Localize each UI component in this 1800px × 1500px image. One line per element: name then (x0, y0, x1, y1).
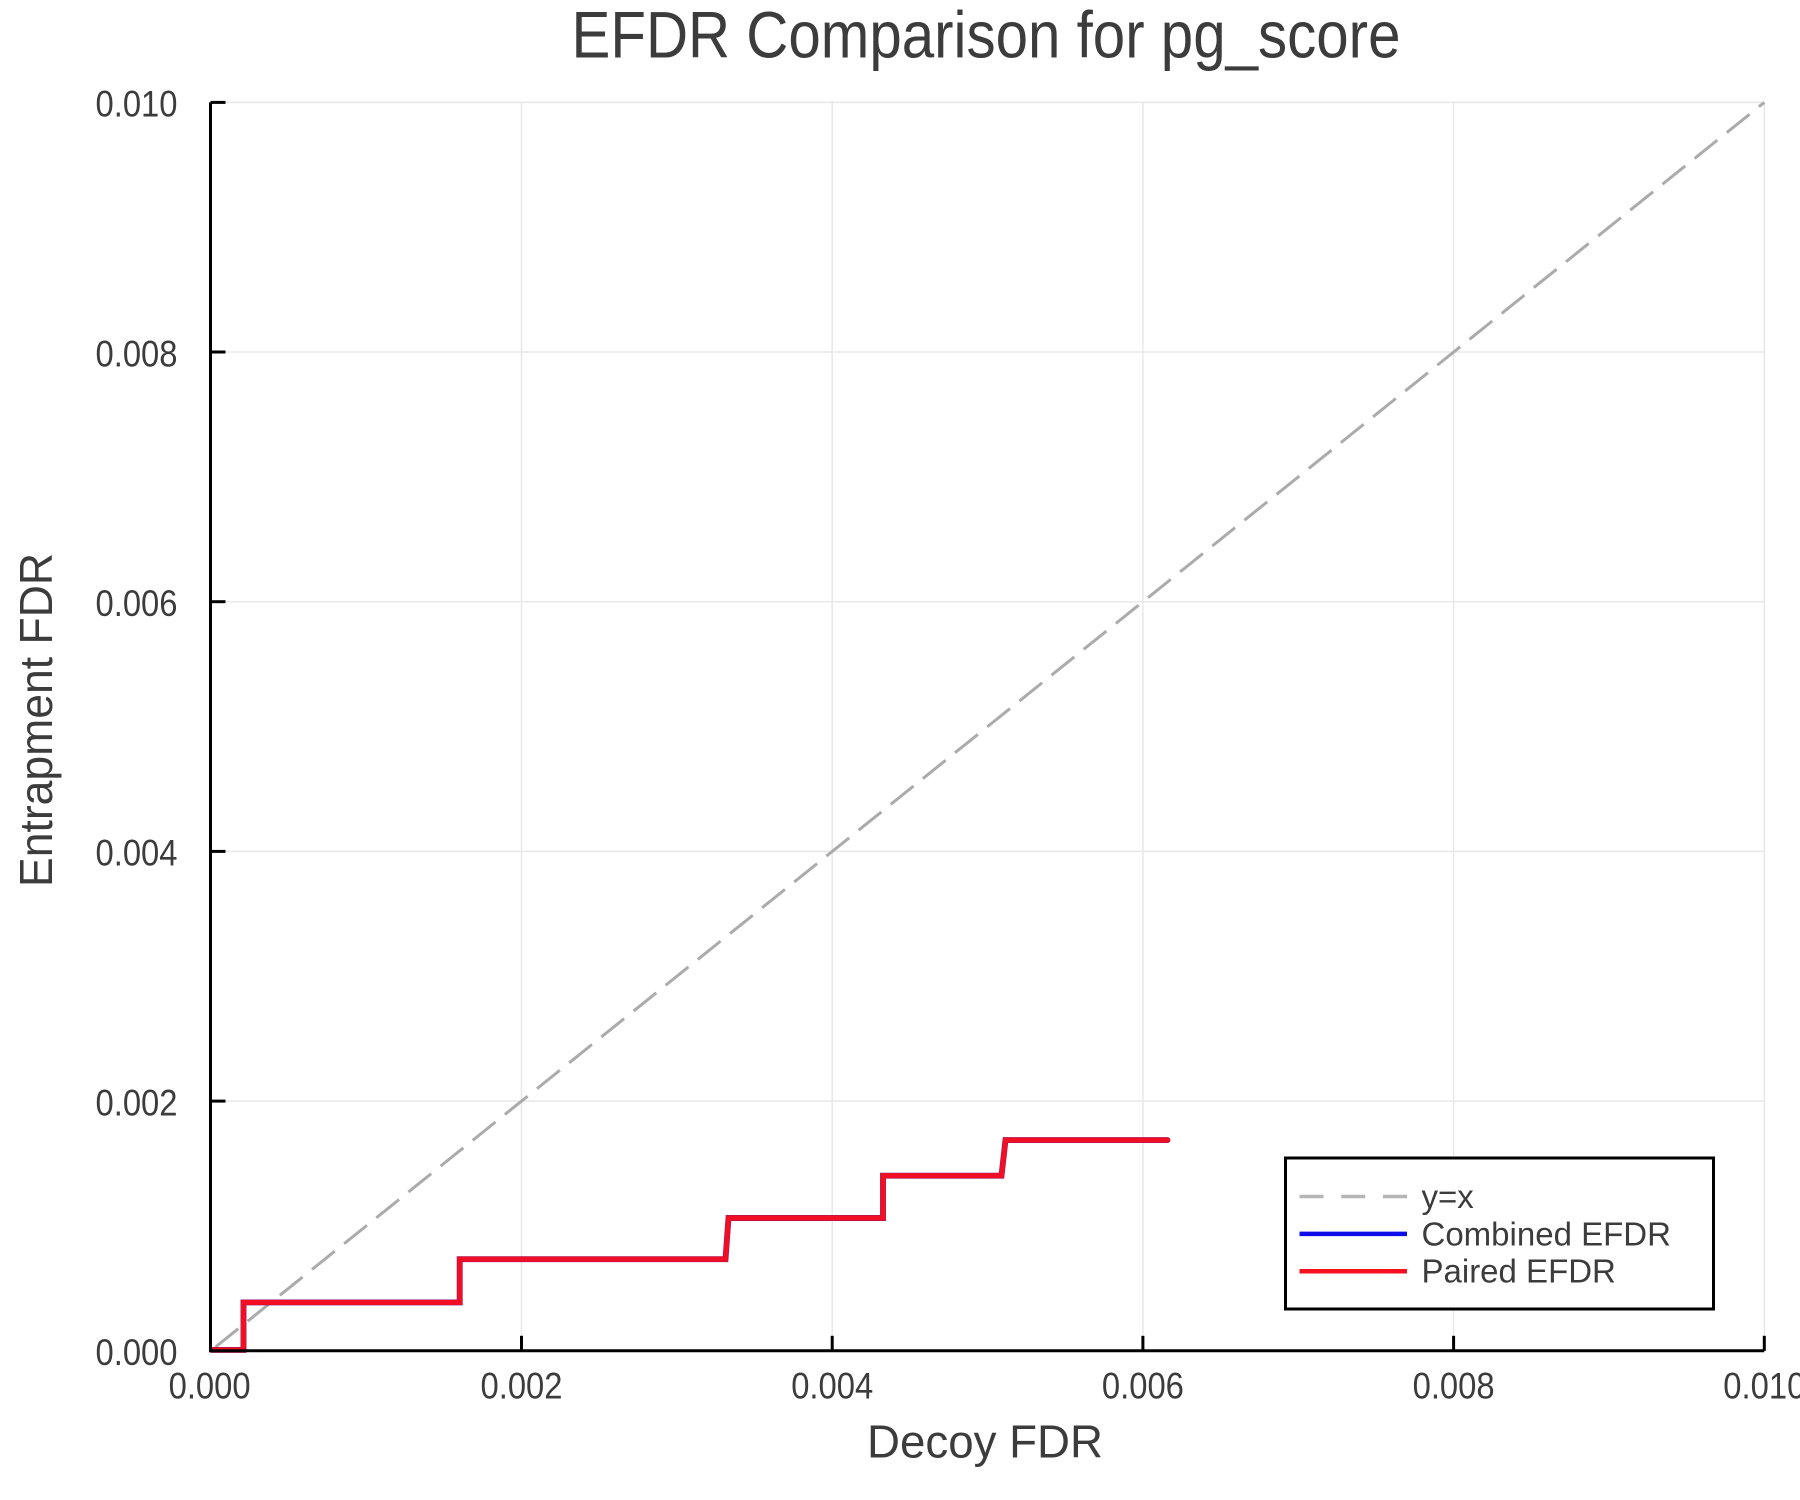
svg-text:EFDR Comparison for pg_score: EFDR Comparison for pg_score (572, 0, 1401, 72)
svg-text:0.010: 0.010 (1723, 1364, 1800, 1406)
svg-text:0.006: 0.006 (96, 582, 178, 624)
svg-text:Combined EFDR: Combined EFDR (1422, 1215, 1671, 1252)
svg-text:0.002: 0.002 (96, 1081, 178, 1123)
svg-text:0.006: 0.006 (1102, 1364, 1184, 1406)
svg-text:Decoy FDR: Decoy FDR (867, 1416, 1103, 1468)
svg-text:0.002: 0.002 (481, 1364, 563, 1406)
svg-text:0.000: 0.000 (96, 1331, 178, 1373)
svg-text:y=x: y=x (1422, 1178, 1475, 1215)
svg-text:Entrapment FDR: Entrapment FDR (10, 553, 62, 887)
svg-text:0.004: 0.004 (96, 832, 178, 874)
svg-text:0.010: 0.010 (96, 83, 178, 125)
svg-text:0.004: 0.004 (791, 1364, 873, 1406)
svg-text:0.008: 0.008 (1413, 1364, 1495, 1406)
svg-text:0.000: 0.000 (169, 1364, 251, 1406)
svg-text:0.008: 0.008 (96, 332, 178, 374)
svg-text:Paired EFDR: Paired EFDR (1422, 1253, 1616, 1290)
